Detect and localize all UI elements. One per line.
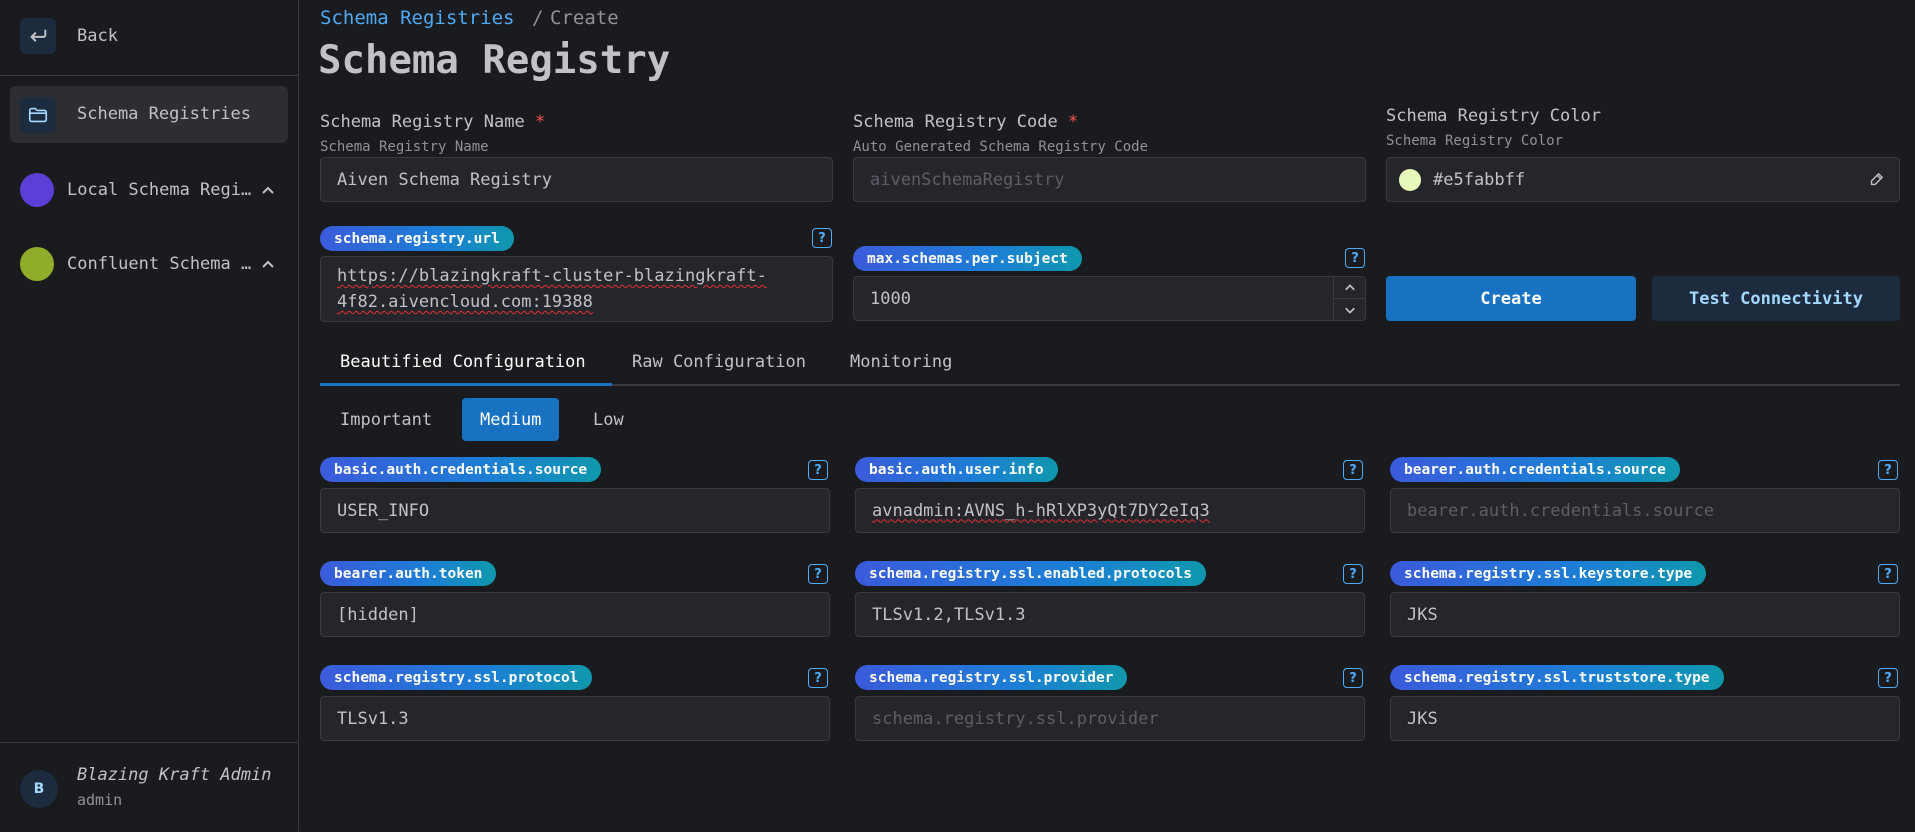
breadcrumb-current: Create [550,7,619,29]
help-icon[interactable]: ? [808,668,828,688]
test-connectivity-button[interactable]: Test Connectivity [1652,276,1900,321]
help-icon[interactable]: ? [1343,460,1363,480]
config-key-badge: schema.registry.ssl.truststore.type [1390,665,1724,690]
stepper-down[interactable] [1334,299,1365,320]
importance-low[interactable]: Low [593,409,624,430]
number-stepper [1333,277,1365,320]
avatar: B [20,770,58,808]
url-line-2: 4f82.aivencloud.com:19388 [337,292,593,312]
color-description: Schema Registry Color [1386,133,1564,149]
tab-monitoring[interactable]: Monitoring [850,352,953,372]
help-icon[interactable]: ? [1343,668,1363,688]
config-value-input[interactable]: avnadmin:AVNS_h-hRlXP3yQt7DY2eIq3 [855,488,1365,533]
back-label: Back [77,26,118,46]
chevron-up-icon[interactable] [261,184,275,198]
help-icon[interactable]: ? [1345,248,1365,268]
config-key-badge: basic.auth.user.info [855,457,1058,482]
help-icon[interactable]: ? [808,564,828,584]
sidebar-item-label: Schema Registries [77,104,251,124]
color-swatch [1399,168,1421,191]
config-value-input[interactable]: [hidden] [320,592,830,637]
config-value-text: avnadmin:AVNS_h-hRlXP3yQt7DY2eIq3 [872,500,1210,521]
help-icon[interactable]: ? [1343,564,1363,584]
config-key-badge: schema.registry.ssl.provider [855,665,1128,690]
config-key-badge: basic.auth.credentials.source [320,457,602,482]
user-role: admin [77,791,123,809]
tabs-divider [320,384,1900,386]
schema-registry-code-input[interactable]: aivenSchemaRegistry [853,157,1366,202]
max-schemas-value: 1000 [870,288,911,309]
config-key-badge: schema.registry.ssl.protocol [320,665,593,690]
breadcrumb-separator: / [532,7,544,29]
config-key-badge: schema.registry.ssl.enabled.protocols [855,561,1207,586]
registry-color-dot [20,247,54,281]
importance-important[interactable]: Important [340,409,433,430]
name-description: Schema Registry Name [320,139,489,155]
tab-beautified-configuration[interactable]: Beautified Configuration [340,352,586,372]
config-value-input[interactable]: USER_INFO [320,488,830,533]
config-value-input[interactable]: JKS [1390,696,1900,741]
help-icon[interactable]: ? [808,460,828,480]
name-label: Schema Registry Name * [320,112,546,132]
tab-raw-configuration[interactable]: Raw Configuration [632,352,806,372]
chevron-up-icon[interactable] [261,258,275,272]
back-arrow-icon [20,18,56,54]
color-value: #e5fabbff [1433,169,1526,190]
help-icon[interactable]: ? [1878,564,1898,584]
config-value-input[interactable]: JKS [1390,592,1900,637]
url-line-1: https://blazingkraft-cluster-blazingkraf… [337,266,767,286]
eyedropper-icon[interactable] [1868,171,1885,188]
user-menu[interactable] [0,742,298,832]
config-key-badge: bearer.auth.credentials.source [1390,457,1680,482]
color-label: Schema Registry Color [1386,106,1601,126]
config-key-badge: schema.registry.url [320,226,514,251]
back-button[interactable]: Back [0,0,298,76]
schema-registry-name-input[interactable]: Aiven Schema Registry [320,157,833,202]
config-value-input[interactable]: TLSv1.2,TLSv1.3 [855,592,1365,637]
code-description: Auto Generated Schema Registry Code [853,139,1149,155]
importance-medium[interactable]: Medium [462,398,560,441]
user-name: Blazing Kraft Admin [77,765,272,785]
folder-icon [20,97,56,133]
sidebar-item-label: Local Schema Regi… [67,180,252,200]
sidebar-item-label: Confluent Schema … [67,254,252,274]
breadcrumb-schema-registries[interactable]: Schema Registries [320,7,515,29]
config-key-badge: schema.registry.ssl.keystore.type [1390,561,1707,586]
stepper-up[interactable] [1334,277,1365,299]
schema-registry-url-input[interactable]: https://blazingkraft-cluster-blazingkraf… [320,256,833,322]
create-button[interactable]: Create [1386,276,1636,321]
code-label: Schema Registry Code * [853,112,1079,132]
page-title: Schema Registry [318,38,671,83]
schema-registry-color-input[interactable]: #e5fabbff [1386,157,1900,202]
help-icon[interactable]: ? [1878,668,1898,688]
sidebar: Back Schema Registries Local Schema Regi… [0,0,299,831]
help-icon[interactable]: ? [812,228,832,248]
chevron-down-icon [1344,307,1355,314]
max-schemas-number-input[interactable]: 1000 [853,276,1366,321]
active-tab-indicator [320,383,612,386]
config-value-input[interactable]: bearer.auth.credentials.source [1390,488,1900,533]
sidebar-item-schema-registries[interactable]: Schema Registries [10,86,288,143]
registry-color-dot [20,173,54,207]
config-value-input[interactable]: TLSv1.3 [320,696,830,741]
config-value-input[interactable]: schema.registry.ssl.provider [855,696,1365,741]
help-icon[interactable]: ? [1878,460,1898,480]
config-key-badge: max.schemas.per.subject [853,246,1082,271]
chevron-up-icon [1344,283,1355,290]
config-key-badge: bearer.auth.token [320,561,497,586]
